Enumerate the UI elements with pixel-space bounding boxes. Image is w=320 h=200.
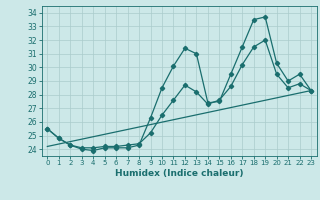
X-axis label: Humidex (Indice chaleur): Humidex (Indice chaleur) — [115, 169, 244, 178]
